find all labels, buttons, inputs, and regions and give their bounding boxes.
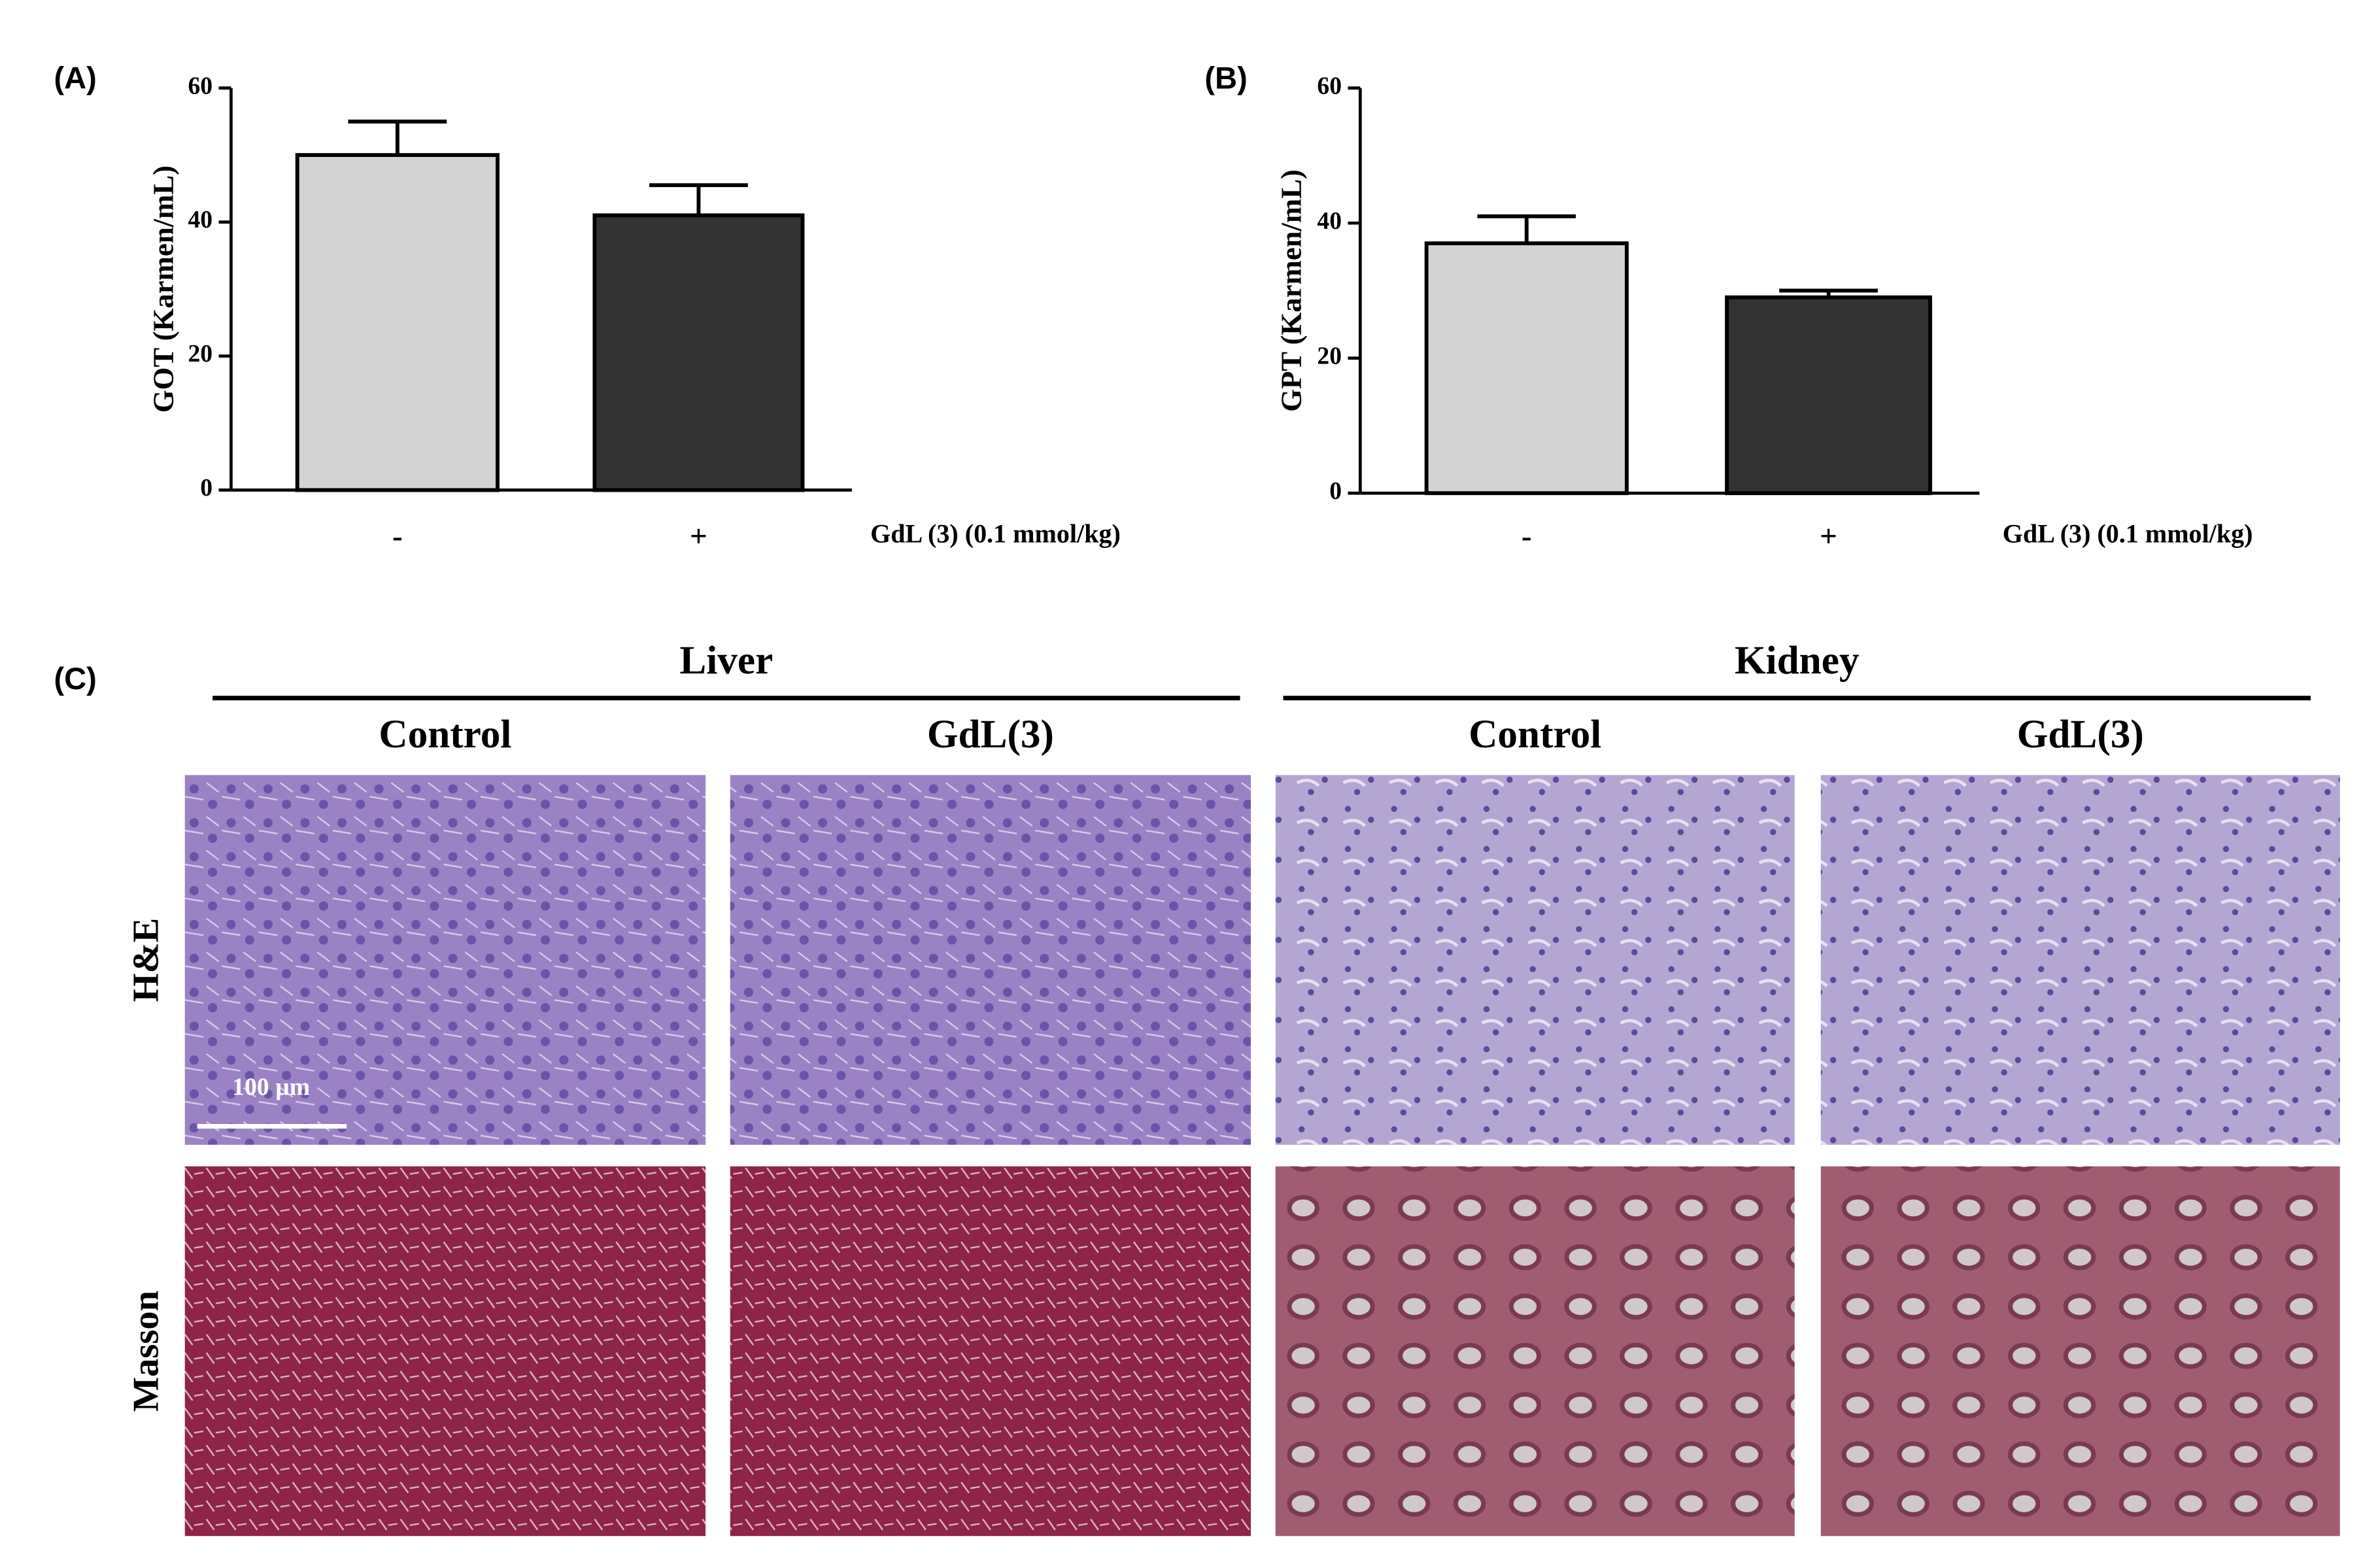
y-tick-label: 0	[1329, 477, 1342, 505]
y-axis-label: GPT (Karmen/mL)	[1274, 169, 1307, 412]
bar	[1424, 241, 1629, 496]
x-axis-label: GdL (3) (0.1 mmol/kg)	[870, 518, 1121, 548]
group-title: Kidney	[1735, 638, 1860, 683]
column-title: Control	[1469, 712, 1601, 756]
micrograph	[1820, 1166, 2340, 1537]
y-tick-label: 20	[188, 340, 212, 367]
panel-label: (B)	[1204, 60, 1247, 95]
column-title: GdL(3)	[2017, 712, 2144, 756]
y-tick-label: 20	[1317, 342, 1342, 369]
error-bar	[348, 119, 447, 156]
micrograph	[730, 775, 1251, 1145]
x-tick-label: +	[690, 520, 707, 554]
micrograph	[1275, 775, 1795, 1145]
micrograph	[1275, 1166, 1795, 1537]
micrograph	[184, 775, 706, 1145]
micrograph	[730, 1166, 1251, 1537]
bar	[295, 153, 500, 492]
scale-bar-label: 100 µm	[232, 1074, 310, 1101]
row-label: Masson	[126, 1291, 166, 1412]
x-tick-label: +	[1820, 520, 1837, 554]
y-tick-label: 60	[1317, 72, 1342, 99]
group-title: Liver	[679, 638, 773, 683]
micrograph	[1820, 775, 2340, 1145]
panel-label: (C)	[54, 661, 96, 696]
error-bar	[1477, 214, 1576, 244]
panel-label: (A)	[54, 60, 96, 95]
error-bar	[649, 183, 748, 216]
x-axis-label: GdL (3) (0.1 mmol/kg)	[2003, 518, 2253, 548]
column-title: Control	[379, 712, 511, 756]
bar	[592, 213, 805, 492]
row-label: H&E	[126, 918, 166, 1002]
y-axis-label: GOT (Karmen/mL)	[147, 165, 180, 413]
micrograph	[184, 1166, 706, 1537]
x-tick-label: -	[1522, 520, 1532, 554]
y-tick-label: 60	[188, 72, 212, 99]
y-tick-label: 40	[1317, 207, 1342, 235]
y-tick-label: 40	[188, 206, 212, 233]
y-tick-label: 0	[200, 474, 212, 502]
column-title: GdL(3)	[927, 712, 1054, 756]
x-tick-label: -	[392, 520, 403, 554]
bar	[1725, 295, 1932, 496]
